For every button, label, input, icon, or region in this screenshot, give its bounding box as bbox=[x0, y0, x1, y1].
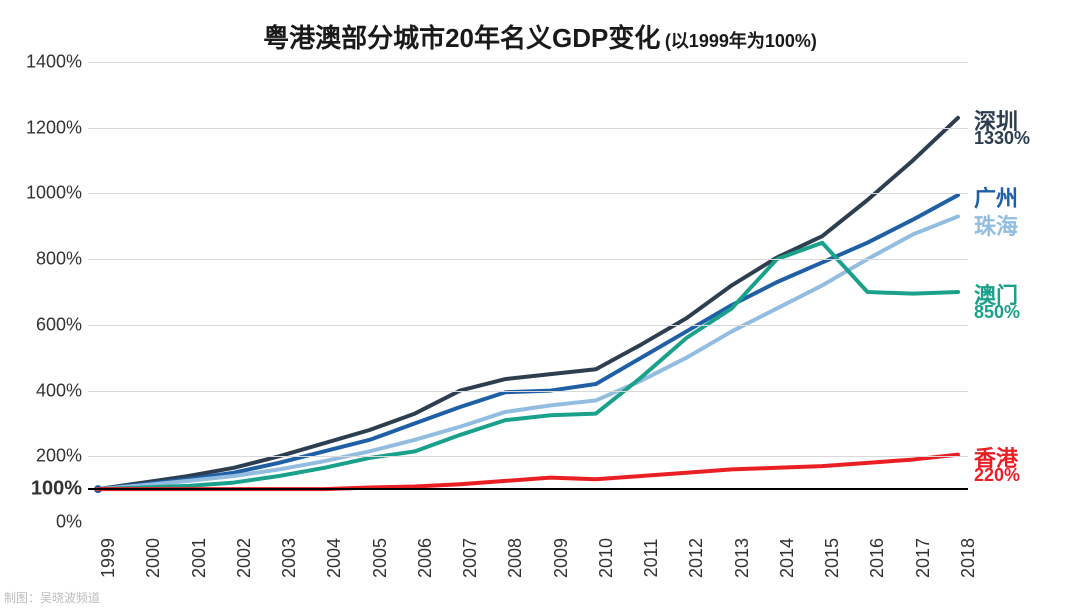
x-tick-label: 2002 bbox=[234, 538, 255, 578]
lines-svg bbox=[88, 62, 968, 522]
x-tick-label: 2010 bbox=[596, 538, 617, 578]
x-tick-label: 2018 bbox=[958, 538, 979, 578]
x-tick-label: 2006 bbox=[415, 538, 436, 578]
y-tick-label: 100% bbox=[31, 478, 82, 501]
x-tick-label: 2015 bbox=[822, 538, 843, 578]
gridline bbox=[88, 62, 968, 63]
x-tick-label: 2016 bbox=[867, 538, 888, 578]
series-value-macau: 850% bbox=[974, 302, 1020, 323]
y-tick-label: 200% bbox=[36, 446, 82, 467]
x-tick-label: 2000 bbox=[143, 538, 164, 578]
chart-title: 粤港澳部分城市20年名义GDP变化 (以1999年为100%) bbox=[0, 18, 1080, 55]
y-tick-label: 1200% bbox=[26, 117, 82, 138]
x-tick-label: 2017 bbox=[913, 538, 934, 578]
chart-title-main: 粤港澳部分城市20年名义GDP变化 bbox=[263, 23, 660, 53]
y-tick-label: 1000% bbox=[26, 183, 82, 204]
gridline bbox=[88, 325, 968, 326]
series-value-shenzhen: 1330% bbox=[974, 128, 1030, 149]
y-tick-label: 400% bbox=[36, 380, 82, 401]
y-tick-label: 0% bbox=[56, 512, 82, 533]
x-tick-label: 2004 bbox=[324, 538, 345, 578]
x-tick-label: 2005 bbox=[370, 538, 391, 578]
gridline bbox=[88, 391, 968, 392]
gridline bbox=[88, 456, 968, 457]
x-tick-label: 2014 bbox=[777, 538, 798, 578]
x-tick-label: 2008 bbox=[505, 538, 526, 578]
plot-area: 0%100%200%400%600%800%1000%1200%1400%199… bbox=[88, 62, 968, 522]
x-tick-label: 2012 bbox=[686, 538, 707, 578]
x-tick-label: 2013 bbox=[732, 538, 753, 578]
chart-title-sub: (以1999年为100%) bbox=[665, 31, 817, 51]
x-tick-label: 2011 bbox=[641, 539, 662, 578]
chart-container: 粤港澳部分城市20年名义GDP变化 (以1999年为100%) 0%100%20… bbox=[0, 0, 1080, 608]
gridline bbox=[88, 259, 968, 260]
gridline bbox=[88, 128, 968, 129]
gridline bbox=[88, 193, 968, 194]
x-tick-label: 2003 bbox=[279, 538, 300, 578]
credit-text: 制图：吴晓波频道 bbox=[4, 589, 100, 606]
y-tick-label: 1400% bbox=[26, 52, 82, 73]
y-tick-label: 800% bbox=[36, 249, 82, 270]
series-label-zhuhai: 珠海 bbox=[974, 209, 1018, 241]
x-tick-label: 2001 bbox=[189, 538, 210, 578]
series-value-hongkong: 220% bbox=[974, 465, 1020, 486]
x-tick-label: 1999 bbox=[98, 538, 119, 578]
x-tick-label: 2007 bbox=[460, 538, 481, 578]
baseline-100 bbox=[88, 488, 968, 490]
series-line-shenzhen bbox=[98, 118, 958, 489]
series-line-guangzhou bbox=[98, 195, 958, 489]
y-tick-label: 600% bbox=[36, 314, 82, 335]
x-tick-label: 2009 bbox=[551, 538, 572, 578]
